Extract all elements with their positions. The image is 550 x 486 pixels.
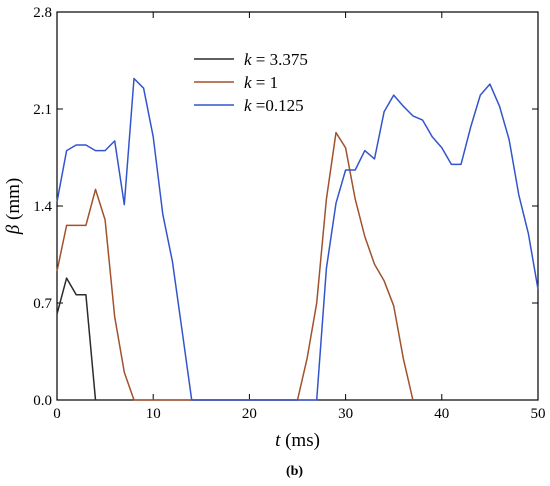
legend-label-2: k = 1 (244, 73, 278, 92)
x-axis-label: t (ms) (275, 430, 320, 451)
x-axis-ticks: 0 10 20 30 40 50 (53, 12, 546, 422)
x-tick-label: 0 (53, 406, 61, 422)
legend-label-1: k = 3.375 (244, 50, 308, 69)
legend-symbol: k (244, 73, 252, 92)
x-tick-label: 40 (434, 406, 449, 422)
y-axis-symbol: β (3, 224, 24, 235)
y-axis-ticks: 0.0 0.7 1.4 2.1 2.8 (33, 5, 538, 409)
x-axis-unit: (ms) (280, 430, 320, 451)
legend-value: =0.125 (252, 96, 304, 115)
x-axis-symbol: t (275, 430, 281, 451)
series-layer (56, 77, 539, 401)
series-line-1 (56, 277, 97, 401)
x-tick-label: 10 (146, 406, 161, 422)
legend-symbol: k (244, 96, 252, 115)
y-tick-label: 1.4 (33, 199, 52, 215)
legend-label-3: k =0.125 (244, 96, 304, 115)
y-tick-label: 0.7 (33, 296, 52, 312)
y-tick-label: 2.8 (33, 5, 52, 21)
y-axis-unit: (mm) (3, 178, 24, 225)
plot-border (56, 11, 539, 401)
y-axis-label: β (mm) (3, 178, 24, 235)
legend-symbol: k (244, 50, 252, 69)
series-line-2 (56, 131, 414, 401)
plot-frame (56, 11, 539, 401)
x-tick-label: 30 (338, 406, 353, 422)
series-line-3 (56, 77, 539, 401)
legend-value: = 1 (252, 73, 279, 92)
y-tick-label: 0.0 (33, 393, 52, 409)
legend-value: = 3.375 (252, 50, 308, 69)
x-tick-label: 20 (242, 406, 257, 422)
y-tick-label: 2.1 (33, 102, 52, 118)
figure-caption: (b) (286, 464, 303, 479)
x-tick-label: 50 (531, 406, 546, 422)
